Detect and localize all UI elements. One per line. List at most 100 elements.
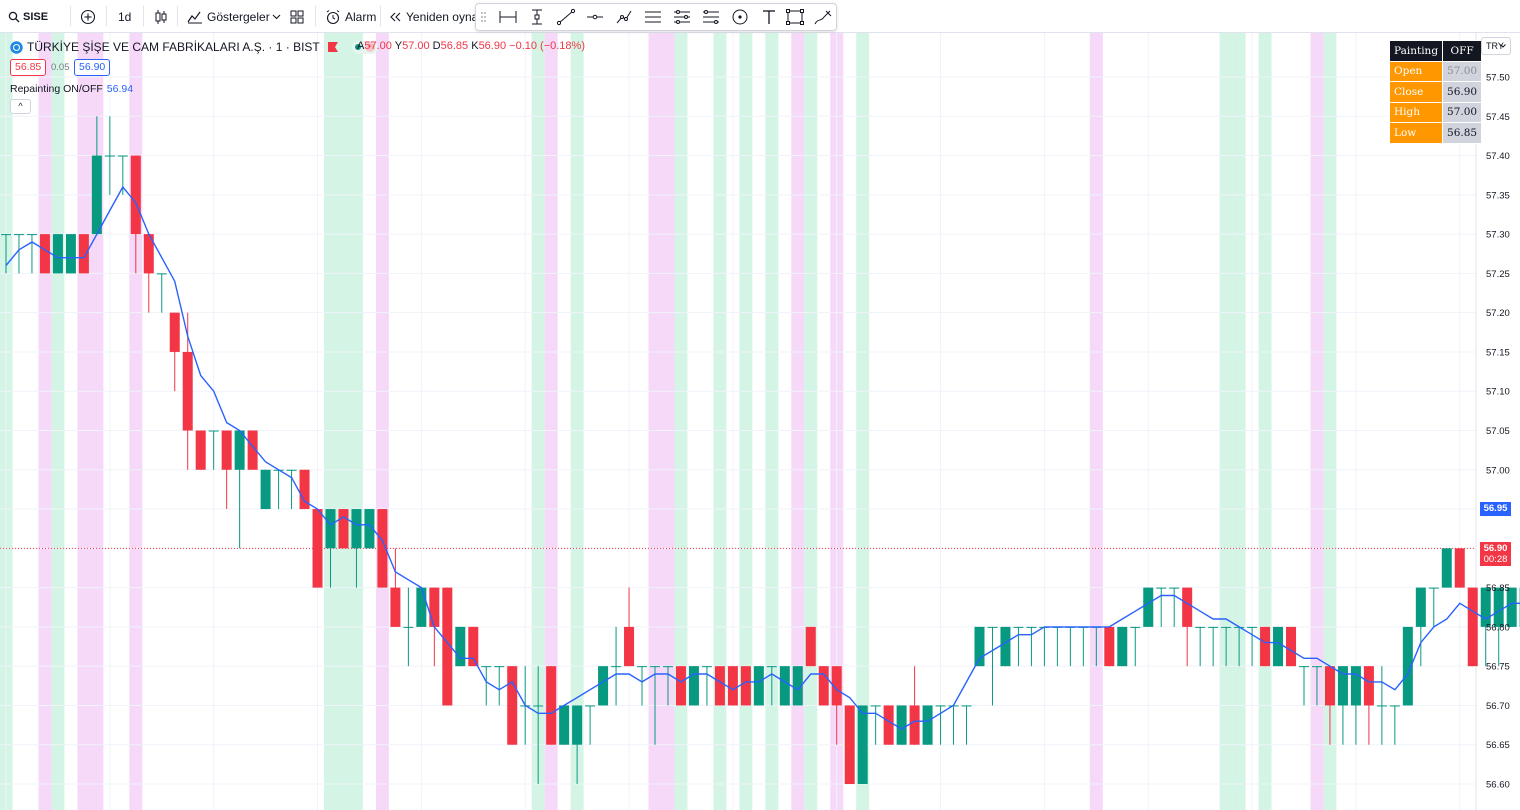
indicator-legend[interactable]: Repainting ON/OFF 56.94	[10, 83, 133, 95]
candle-body	[377, 509, 388, 588]
row-label: Close	[1388, 81, 1444, 103]
row-value: 57.00	[1442, 101, 1483, 123]
candle-body	[234, 430, 245, 470]
horizontal-ray-icon[interactable]	[498, 8, 518, 26]
indicators-label: Göstergeler	[207, 9, 270, 24]
fib-retracement-icon[interactable]	[701, 8, 721, 26]
signal-band	[1232, 33, 1246, 810]
cross-line-icon[interactable]	[527, 8, 547, 26]
candle-body	[1195, 626, 1206, 628]
signal-band	[1323, 33, 1337, 810]
signal-band	[1310, 33, 1324, 810]
painting-table: Painting OFF Open 57.00 Close 56.90 High 57…	[1388, 40, 1483, 144]
candle-body	[1428, 587, 1439, 589]
search-icon	[8, 11, 20, 22]
candle-body	[325, 509, 336, 549]
indicator-value: 56.94	[106, 83, 134, 95]
buy-price-button[interactable]: 56.90	[74, 59, 111, 76]
symbol-search[interactable]: SISE	[8, 0, 48, 33]
currency-selector[interactable]: TRY	[1481, 37, 1511, 55]
price-tick-label: 57.50	[1486, 73, 1510, 84]
delay-icon: ≈	[364, 42, 375, 52]
price-tick-label: 56.80	[1486, 622, 1510, 633]
change-value: −0.10 (−0.18%)	[509, 40, 585, 52]
collapse-legend-button[interactable]: ^	[10, 99, 31, 114]
signal-band	[1258, 33, 1272, 810]
price-tick-label: 57.00	[1486, 465, 1510, 476]
candle-body	[1350, 666, 1361, 706]
compare-symbol-button[interactable]	[80, 0, 96, 33]
candle-body	[1402, 626, 1413, 706]
last-price-label: 56.90 00:28	[1480, 542, 1511, 567]
candle-body	[792, 666, 803, 706]
candle-body	[961, 705, 972, 707]
table-row: Close 56.90	[1388, 81, 1483, 103]
price-chart[interactable]: 57.50 57.45 57.40 57.35 57.30 57.25 57.20 57.15…	[0, 33, 1520, 810]
candle-body	[494, 666, 505, 668]
circle-icon[interactable]	[730, 8, 750, 26]
candle-body	[65, 234, 76, 274]
chart-pane[interactable]: 57.50 57.45 57.40 57.35 57.30 57.25 57.20 57.15…	[0, 33, 1520, 810]
horizontal-line-icon[interactable]	[585, 8, 605, 26]
flag-icon[interactable]	[327, 42, 338, 52]
candle-body	[688, 666, 699, 706]
candle-body	[91, 155, 102, 235]
symbol-legend[interactable]: TÜRKİYE ŞİŞE VE CAM FABRİKALARI A.Ş. · 1…	[10, 40, 378, 54]
rewind-icon	[390, 12, 401, 21]
candle-body	[208, 430, 219, 432]
chart-type-button[interactable]	[154, 0, 168, 33]
candle-body	[364, 509, 375, 549]
pitchfork-icon[interactable]	[672, 8, 692, 26]
indicators-dropdown[interactable]	[272, 0, 281, 33]
candle-body	[675, 666, 686, 706]
signal-band	[336, 33, 350, 810]
candle-body	[831, 666, 842, 706]
open-value: 57.00	[364, 40, 392, 52]
candle-body	[312, 509, 323, 588]
interval-button[interactable]: 1d	[118, 0, 131, 33]
signal-band	[77, 33, 91, 810]
brush-icon[interactable]	[813, 8, 833, 26]
sell-price-button[interactable]: 56.85	[10, 59, 47, 76]
candle-body	[896, 705, 907, 745]
candle-body	[766, 666, 777, 668]
drag-handle-icon[interactable]	[481, 12, 487, 22]
candle-body	[1130, 626, 1141, 628]
price-tick-label: 57.05	[1486, 426, 1510, 437]
rectangle-icon[interactable]	[785, 8, 805, 26]
text-icon[interactable]	[759, 8, 779, 26]
price-tick-label: 57.45	[1486, 112, 1510, 123]
candle-body	[857, 705, 868, 784]
alert-button[interactable]: Alarm	[325, 0, 376, 33]
price-tick-label: 57.30	[1486, 230, 1510, 241]
candle-body	[727, 666, 738, 706]
drawing-toolbar	[475, 3, 837, 31]
signal-band	[349, 33, 363, 810]
layouts-button[interactable]	[290, 0, 304, 33]
candle-body	[987, 626, 998, 628]
candle-body	[468, 626, 479, 667]
candle-body	[1389, 705, 1400, 707]
table-row: Low 56.85	[1388, 122, 1483, 144]
signal-band	[648, 33, 662, 810]
candle-body	[1299, 666, 1309, 668]
repainting-indicator-line	[5, 185, 1520, 730]
candle-body	[546, 666, 557, 745]
signal-band	[51, 33, 65, 810]
signal-band	[570, 33, 584, 810]
high-prefix: Y	[394, 40, 403, 52]
bar-countdown: 00:28	[1483, 554, 1508, 566]
indicators-button[interactable]: Göstergeler	[187, 0, 270, 33]
symbol-label: SISE	[23, 10, 49, 23]
candle-body	[624, 626, 635, 667]
candle-body	[1337, 666, 1348, 706]
replay-button[interactable]: Yeniden oynat	[389, 0, 482, 33]
trend-line-icon[interactable]	[556, 8, 576, 26]
currency-label: TRY	[1486, 41, 1504, 51]
exchange-logo-icon	[10, 40, 23, 54]
alert-label: Alarm	[345, 9, 377, 24]
path-icon[interactable]	[614, 8, 634, 26]
parallel-channel-icon[interactable]	[643, 8, 663, 26]
low-prefix: D	[432, 40, 441, 52]
table-header-cell: Painting	[1388, 40, 1444, 62]
